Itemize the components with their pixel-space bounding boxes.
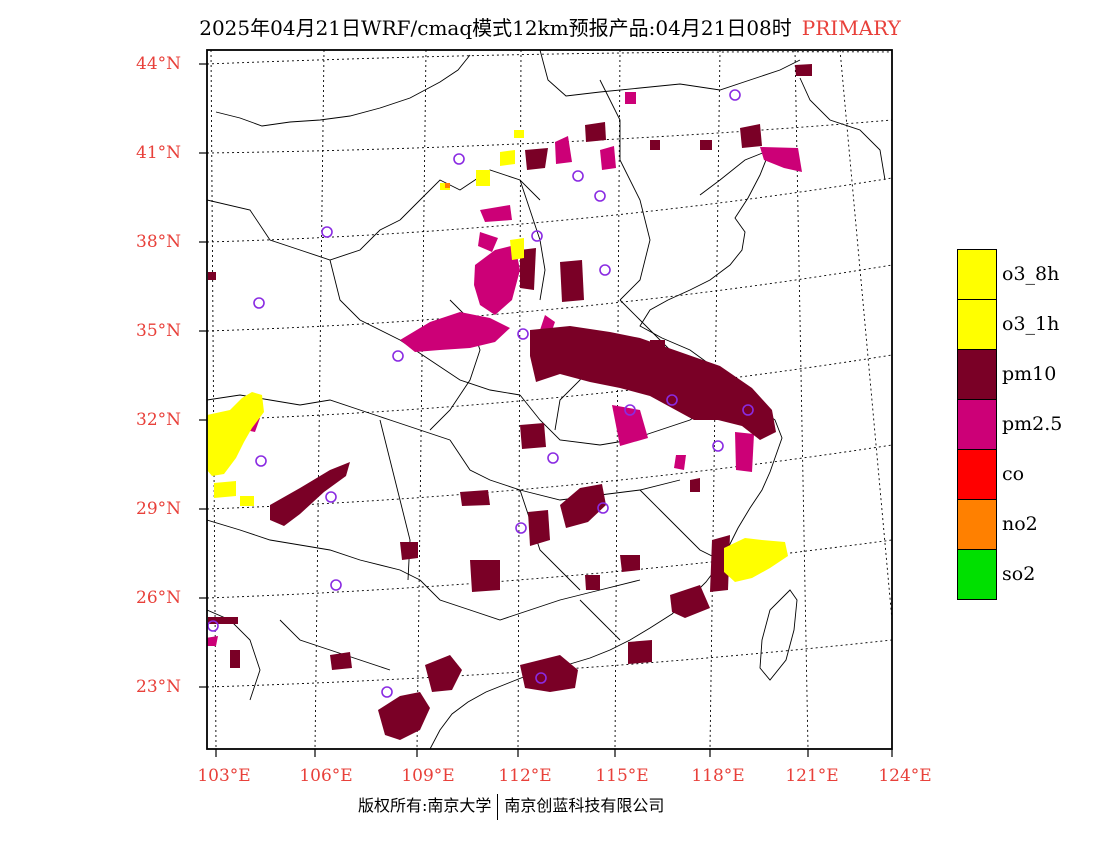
legend-swatch [957,299,997,350]
legend-swatch [957,399,997,450]
lat-label: 26°N [136,588,182,608]
legend-label: o3_1h [1002,313,1060,335]
lon-label: 121°E [785,766,839,786]
legend-label: pm2.5 [1002,413,1063,435]
lat-label: 38°N [136,232,182,252]
no2-areas [445,183,450,188]
legend-swatch [957,549,997,600]
lat-label: 32°N [136,410,182,430]
map-frame [206,49,893,750]
legend-label: o3_8h [1002,263,1060,285]
pm25-areas [207,92,802,646]
lon-label: 124°E [878,766,932,786]
map-plot-area [207,50,892,749]
lon-label: 109°E [401,766,455,786]
legend-swatch [957,249,997,300]
legend-swatch [957,349,997,400]
credit-separator [497,793,499,820]
credit-company: 南京创蓝科技有限公司 [504,796,665,815]
lon-label: 103°E [197,766,251,786]
lon-label: 115°E [595,766,649,786]
lat-label: 44°N [136,54,182,74]
lon-label: 106°E [299,766,353,786]
lat-label: 41°N [136,143,182,163]
lon-label: 112°E [498,766,552,786]
legend-label: so2 [1002,563,1036,585]
axis-ticks [199,63,893,757]
title-main: 2025年04月21日WRF/cmaq模式12km预报产品:04月21日08时 [199,16,792,40]
copyright-credit: 版权所有:南京大学 南京创蓝科技有限公司 [358,792,664,820]
map-title: 2025年04月21日WRF/cmaq模式12km预报产品:04月21日08时 P… [0,12,1100,41]
lat-label: 35°N [136,321,182,341]
lon-label: 118°E [691,766,745,786]
lat-label: 29°N [136,499,182,519]
station-markers [207,89,754,698]
o3-areas [207,130,788,582]
legend-label: pm10 [1002,363,1057,385]
legend-label: co [1002,463,1025,485]
lat-label: 23°N [136,677,182,697]
pm10-areas [208,64,812,740]
legend-swatch [957,449,997,500]
legend-swatch [957,499,997,550]
legend-label: no2 [1002,513,1038,535]
credit-university: 版权所有:南京大学 [358,796,492,815]
title-tag: PRIMARY [801,16,901,40]
